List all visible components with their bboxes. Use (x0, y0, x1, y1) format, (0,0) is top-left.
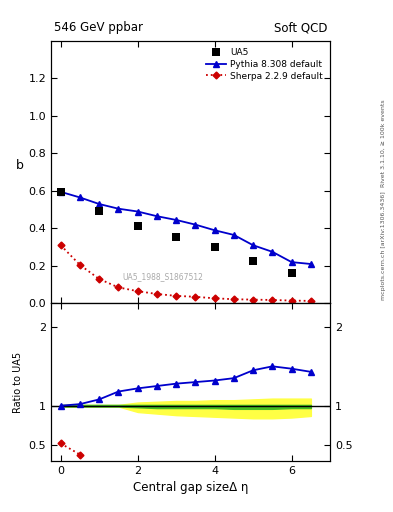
Text: 546 GeV ppbar: 546 GeV ppbar (54, 22, 143, 34)
Text: Rivet 3.1.10, ≥ 100k events: Rivet 3.1.10, ≥ 100k events (381, 99, 386, 187)
Y-axis label: Ratio to UA5: Ratio to UA5 (13, 352, 23, 413)
Legend: UA5, Pythia 8.308 default, Sherpa 2.2.9 default: UA5, Pythia 8.308 default, Sherpa 2.2.9 … (203, 46, 326, 83)
X-axis label: Central gap sizeΔ η: Central gap sizeΔ η (133, 481, 248, 494)
Text: mcplots.cern.ch [arXiv:1306.3436]: mcplots.cern.ch [arXiv:1306.3436] (381, 191, 386, 300)
Text: Soft QCD: Soft QCD (274, 22, 327, 34)
Text: UA5_1988_S1867512: UA5_1988_S1867512 (122, 272, 203, 282)
Y-axis label: b: b (16, 159, 24, 172)
